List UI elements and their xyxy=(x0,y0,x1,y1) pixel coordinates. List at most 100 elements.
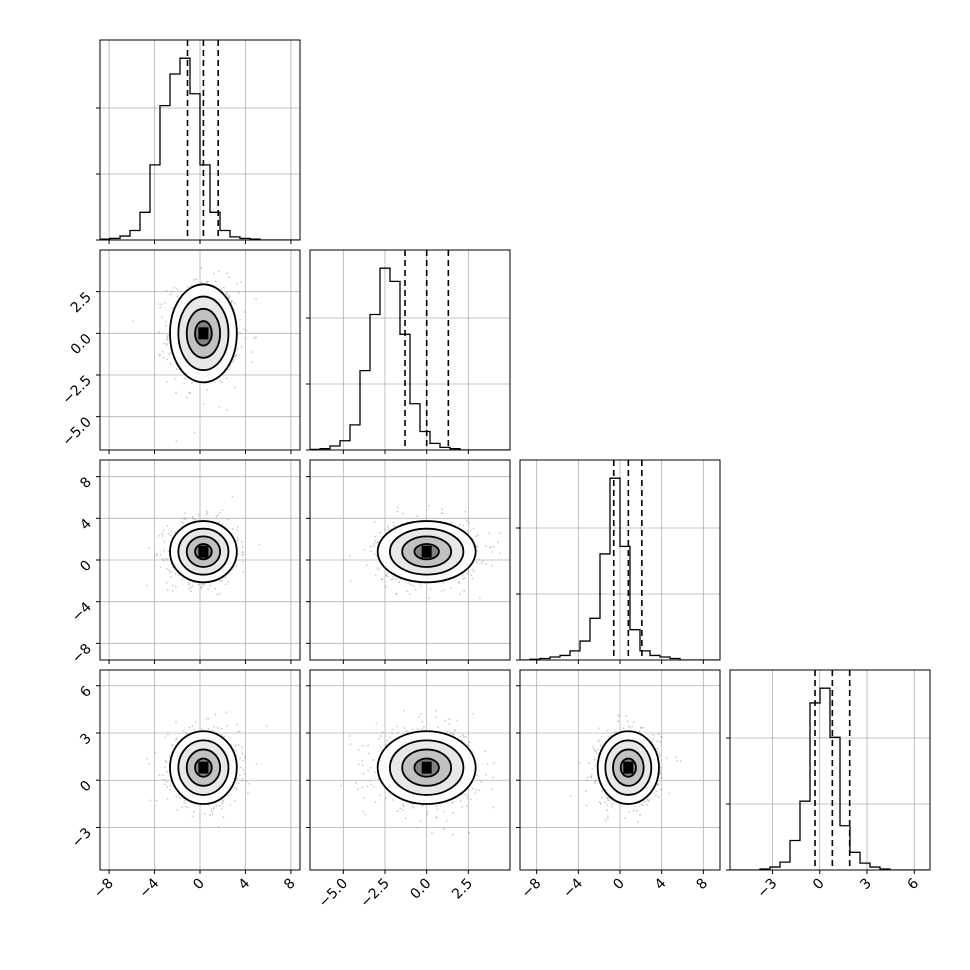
scatter-point xyxy=(416,515,418,518)
scatter-point xyxy=(227,368,229,371)
scatter-point xyxy=(474,792,477,794)
scatter-point xyxy=(226,291,228,294)
scatter-point xyxy=(628,810,630,813)
x-tick-label: 8 xyxy=(281,876,299,894)
scatter-point xyxy=(411,805,414,808)
scatter-point xyxy=(396,732,399,734)
scatter-point xyxy=(361,744,364,747)
scatter-point xyxy=(169,784,172,787)
scatter-point xyxy=(362,810,365,813)
contour-level-2 xyxy=(185,535,222,568)
x-tick-label: 0.0 xyxy=(407,876,434,903)
scatter-point xyxy=(169,352,172,354)
scatter-point xyxy=(658,752,661,755)
scatter-point xyxy=(233,800,236,803)
panel-frame xyxy=(519,459,721,661)
scatter-point xyxy=(660,777,662,780)
scatter-point xyxy=(162,559,165,562)
scatter-point xyxy=(421,728,424,731)
scatter-point xyxy=(206,280,209,283)
scatter-point xyxy=(460,799,462,802)
scatter-point xyxy=(464,793,467,796)
scatter-point xyxy=(463,577,466,580)
scatter-point xyxy=(388,528,390,531)
scatter-point xyxy=(647,799,650,802)
contour-level-3 xyxy=(413,543,440,561)
scatter-point xyxy=(448,718,451,720)
scatter-point xyxy=(452,733,455,736)
scatter-point xyxy=(242,328,245,331)
scatter-point xyxy=(489,546,492,549)
scatter-point xyxy=(236,539,239,542)
scatter-point xyxy=(450,521,453,524)
scatter-point xyxy=(183,799,186,802)
scatter-point xyxy=(423,726,425,728)
contour-level-3 xyxy=(619,757,637,778)
scatter-point xyxy=(585,779,588,782)
scatter-point xyxy=(467,521,470,524)
contour-level-0 xyxy=(596,730,660,805)
scatter-point xyxy=(161,558,164,561)
scatter-point xyxy=(357,748,360,751)
density-peak xyxy=(198,327,209,340)
scatter-panel-0-2 xyxy=(96,459,301,664)
scatter-point xyxy=(375,722,378,725)
scatter-point xyxy=(384,586,387,588)
contour-level-2 xyxy=(185,307,222,359)
scatter-point xyxy=(227,294,230,297)
scatter-point xyxy=(398,581,401,584)
scatter-point xyxy=(374,535,376,538)
scatter-point xyxy=(373,785,376,788)
scatter-point xyxy=(171,307,174,309)
scatter-point xyxy=(230,302,233,304)
scatter-point xyxy=(361,786,364,789)
scatter-point xyxy=(420,585,423,588)
contour-level-3 xyxy=(194,757,213,778)
scatter-point xyxy=(368,779,371,782)
scatter-point xyxy=(376,541,379,544)
scatter-point xyxy=(668,792,671,795)
scatter-point xyxy=(443,828,445,831)
scatter-point xyxy=(174,378,176,381)
scatter-point xyxy=(161,350,164,353)
scatter-point xyxy=(241,752,244,755)
scatter-point xyxy=(384,797,387,800)
scatter-point xyxy=(468,831,470,834)
contour-level-0 xyxy=(376,520,477,584)
scatter-point xyxy=(207,728,210,731)
scatter-point xyxy=(421,721,424,723)
scatter-point xyxy=(225,711,228,714)
scatter-point xyxy=(402,709,405,712)
scatter-point xyxy=(166,797,169,800)
scatter-point xyxy=(443,588,446,591)
scatter-point xyxy=(595,752,598,755)
scatter-point xyxy=(463,590,466,593)
scatter-point xyxy=(469,529,472,532)
scatter-point xyxy=(216,593,219,596)
scatter-point xyxy=(163,541,166,543)
scatter-point xyxy=(588,762,591,764)
scatter-point xyxy=(618,715,621,717)
scatter-point xyxy=(426,810,429,813)
scatter-point xyxy=(242,571,245,573)
scatter-point xyxy=(475,535,477,537)
scatter-points-0-3 xyxy=(146,711,268,828)
scatter-point xyxy=(221,733,224,736)
scatter-point xyxy=(451,801,454,804)
y-tick-label: 0 xyxy=(77,778,95,796)
scatter-point xyxy=(155,799,158,802)
scatter-point xyxy=(242,759,245,762)
panel-frame xyxy=(99,669,301,871)
scatter-point xyxy=(213,381,216,383)
scatter-point xyxy=(234,786,236,789)
scatter-point xyxy=(209,814,211,817)
scatter-point xyxy=(221,800,224,803)
scatter-point xyxy=(380,578,383,581)
scatter-point xyxy=(207,717,210,720)
scatter-point xyxy=(164,759,167,762)
scatter-point xyxy=(174,572,177,575)
scatter-point xyxy=(446,730,449,733)
scatter-point xyxy=(213,726,216,728)
scatter-point xyxy=(475,788,478,791)
scatter-point xyxy=(175,721,177,724)
